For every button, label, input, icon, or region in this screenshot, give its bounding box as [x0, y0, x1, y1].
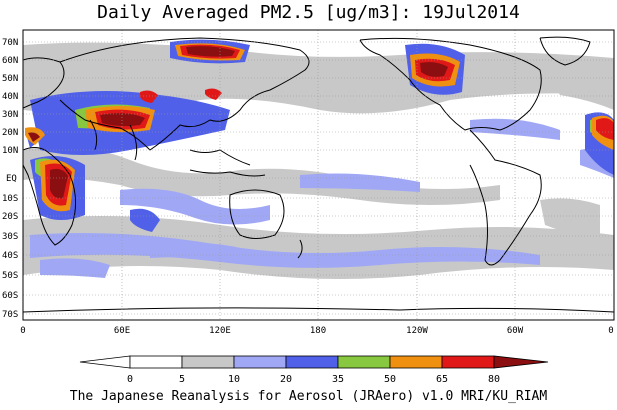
lon-label: 120E: [209, 326, 231, 336]
lat-label: 40S: [2, 251, 18, 261]
colorbar-tick: 10: [228, 374, 240, 385]
lat-label: 50S: [2, 271, 18, 281]
lat-label: 10N: [2, 146, 18, 156]
lat-label: 60N: [2, 56, 18, 66]
pm25-field: [23, 30, 614, 320]
colorbar-tick: 5: [179, 374, 185, 385]
footer-credit: The Japanese Reanalysis for Aerosol (JRA…: [69, 389, 548, 404]
colorbar-swatch: [285, 355, 339, 369]
colorbar-swatch: [129, 355, 183, 369]
colorbar-swatch: [441, 355, 495, 369]
colorbar-tick: 50: [384, 374, 396, 385]
lat-label: 50N: [2, 74, 18, 84]
colorbar-tick: 0: [127, 374, 133, 385]
colorbar: 0 5 10 20 35 50 65 80: [79, 355, 549, 385]
lon-label: 180: [310, 326, 326, 336]
longitude-labels: 0 60E 120E 180 120W 60W 0: [20, 326, 613, 336]
colorbar-tick: 20: [280, 374, 292, 385]
lon-label: 120W: [406, 326, 428, 336]
lat-label: 20N: [2, 128, 18, 138]
colorbar-swatch: [181, 355, 235, 369]
lon-label: 0: [20, 326, 25, 336]
pm25-band-80-plus: [28, 46, 448, 199]
colorbar-high-arrow: [493, 355, 549, 369]
lon-label: 0: [608, 326, 613, 336]
lat-label: 70S: [2, 310, 18, 320]
lon-label: 60W: [507, 326, 524, 336]
lat-label: 70N: [2, 38, 18, 48]
lat-label: 40N: [2, 92, 18, 102]
colorbar-low-arrow: [79, 355, 131, 369]
lat-label: 30S: [2, 232, 18, 242]
colorbar-tick: 80: [488, 374, 500, 385]
colorbar-tick: 35: [332, 374, 344, 385]
latitude-labels: 70N 60N 50N 40N 30N 20N 10N EQ 10S 20S 3…: [2, 38, 18, 320]
lat-label: 60S: [2, 291, 18, 301]
colorbar-tick: 65: [436, 374, 448, 385]
map-frame: [22, 29, 615, 321]
lat-label: 20S: [2, 212, 18, 222]
colorbar-swatch: [233, 355, 287, 369]
lat-label: 30N: [2, 110, 18, 120]
lat-label: 10S: [2, 194, 18, 204]
grid-lines: [23, 30, 614, 320]
lon-label: 60E: [114, 326, 130, 336]
map-title: Daily Averaged PM2.5 [ug/m3]: 19Jul2014: [97, 2, 520, 23]
lat-label: EQ: [6, 174, 17, 184]
colorbar-swatch: [389, 355, 443, 369]
colorbar-swatch: [337, 355, 391, 369]
